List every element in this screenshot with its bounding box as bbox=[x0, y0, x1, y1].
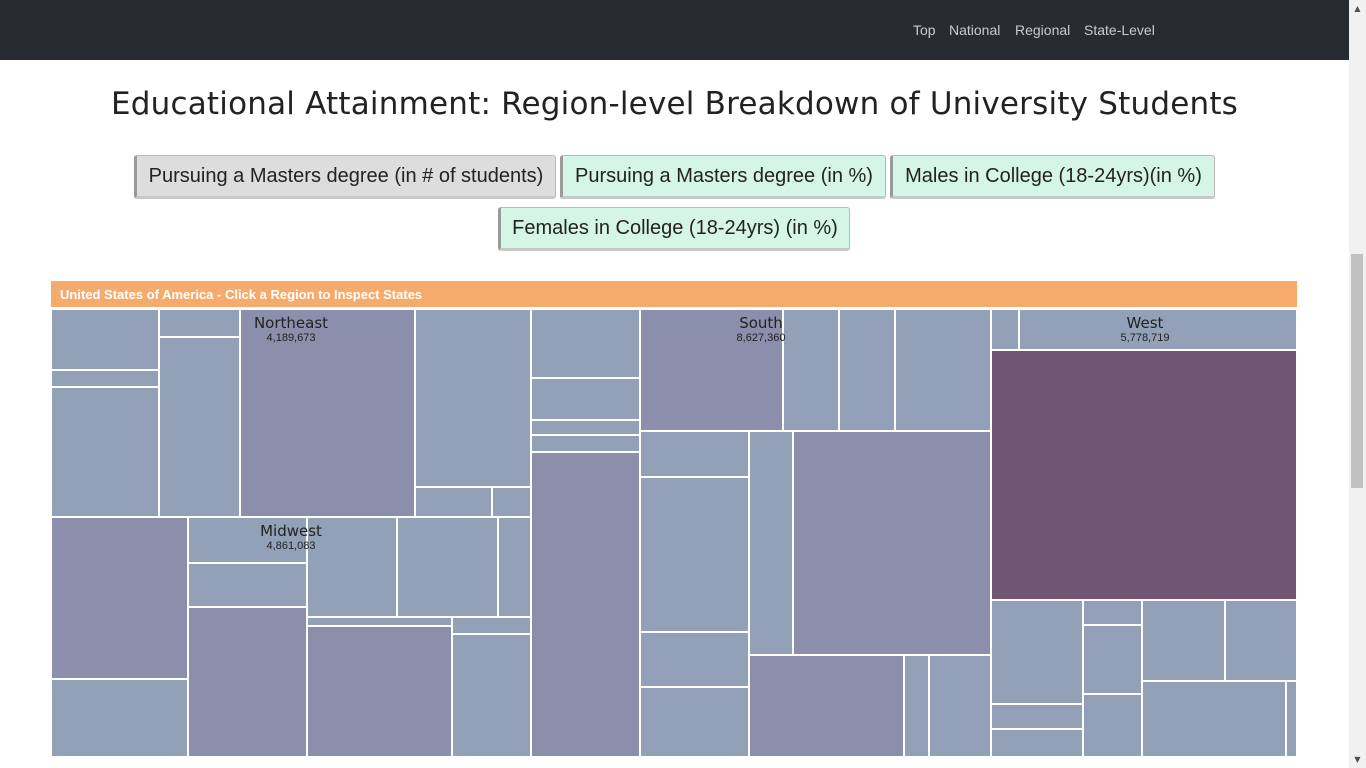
treemap-state-cell[interactable] bbox=[839, 309, 895, 431]
nav-link-regional[interactable]: Regional bbox=[1015, 22, 1071, 38]
treemap-state-cell[interactable] bbox=[51, 309, 159, 370]
treemap-state-cell[interactable] bbox=[240, 309, 415, 517]
nav-link-state-level[interactable]: State-Level bbox=[1084, 22, 1155, 38]
treemap-header[interactable]: United States of America - Click a Regio… bbox=[51, 281, 1297, 307]
treemap-state-cell[interactable] bbox=[640, 309, 783, 431]
treemap-state-cell[interactable] bbox=[793, 431, 991, 655]
nav-link-national[interactable]: National bbox=[949, 22, 1001, 38]
treemap-state-cell[interactable] bbox=[531, 435, 640, 452]
treemap-state-cell[interactable] bbox=[991, 704, 1083, 729]
treemap-state-cell[interactable] bbox=[159, 309, 240, 337]
region-south[interactable] bbox=[531, 309, 991, 757]
treemap-state-cell[interactable] bbox=[895, 309, 991, 431]
region-west[interactable] bbox=[991, 309, 1297, 757]
region-northeast[interactable] bbox=[51, 309, 531, 517]
treemap-state-cell[interactable] bbox=[307, 626, 452, 757]
treemap-state-cell[interactable] bbox=[991, 729, 1083, 757]
treemap-state-cell[interactable] bbox=[749, 655, 904, 757]
masters-count-button[interactable]: Pursuing a Masters degree (in # of stude… bbox=[134, 155, 556, 199]
treemap-state-cell[interactable] bbox=[1142, 600, 1225, 681]
treemap-state-cell[interactable] bbox=[1083, 625, 1142, 694]
treemap-state-cell[interactable] bbox=[640, 632, 749, 687]
masters-percent-button[interactable]: Pursuing a Masters degree (in %) bbox=[560, 155, 886, 199]
treemap-state-cell[interactable] bbox=[51, 679, 188, 757]
treemap-state-cell[interactable] bbox=[415, 487, 492, 517]
treemap-state-cell[interactable] bbox=[1019, 309, 1297, 350]
treemap-state-cell[interactable] bbox=[51, 517, 188, 679]
treemap-state-cell[interactable] bbox=[640, 431, 749, 477]
page-title: Educational Attainment: Region-level Bre… bbox=[110, 86, 1239, 122]
treemap-state-cell[interactable] bbox=[1286, 681, 1297, 757]
top-navbar: Top National Regional State-Level bbox=[0, 0, 1349, 60]
treemap-state-cell[interactable] bbox=[51, 387, 159, 517]
treemap-state-cell[interactable] bbox=[531, 378, 640, 420]
nav-link-top[interactable]: Top bbox=[913, 22, 936, 38]
treemap-state-cell[interactable] bbox=[531, 309, 640, 378]
treemap-state-cell[interactable] bbox=[991, 309, 1019, 350]
treemap-state-cell[interactable] bbox=[415, 309, 531, 487]
treemap-state-cell[interactable] bbox=[531, 420, 640, 435]
treemap-state-cell[interactable] bbox=[1142, 681, 1286, 757]
treemap-state-cell[interactable] bbox=[783, 309, 839, 431]
treemap-state-cell[interactable] bbox=[307, 517, 397, 617]
treemap-state-cell[interactable] bbox=[452, 634, 531, 757]
treemap-state-cell[interactable] bbox=[452, 617, 531, 634]
treemap-state-cell[interactable] bbox=[749, 431, 793, 655]
treemap-state-cell[interactable] bbox=[1225, 600, 1297, 681]
treemap-state-cell[interactable] bbox=[159, 337, 240, 517]
treemap-state-cell[interactable] bbox=[492, 487, 531, 517]
treemap-state-cell[interactable] bbox=[991, 600, 1083, 704]
treemap-state-cell[interactable] bbox=[51, 370, 159, 387]
treemap-state-cell[interactable] bbox=[498, 517, 531, 617]
treemap-state-cell[interactable] bbox=[531, 452, 640, 757]
males-college-button[interactable]: Males in College (18-24yrs)(in %) bbox=[890, 155, 1215, 199]
scroll-up-arrow-icon[interactable]: ▲ bbox=[1354, 4, 1361, 13]
page-scrollbar[interactable]: ▲ ▼ bbox=[1349, 0, 1366, 768]
treemap-state-cell[interactable] bbox=[188, 563, 307, 607]
treemap-state-cell[interactable] bbox=[188, 607, 307, 757]
treemap-state-cell[interactable] bbox=[397, 517, 498, 617]
treemap-state-cell[interactable] bbox=[1083, 694, 1142, 757]
treemap-state-cell[interactable] bbox=[991, 350, 1297, 600]
scroll-down-arrow-icon[interactable]: ▼ bbox=[1354, 755, 1361, 764]
females-college-button[interactable]: Females in College (18-24yrs) (in %) bbox=[498, 207, 850, 251]
treemap-state-cell[interactable] bbox=[1083, 600, 1142, 625]
region-midwest[interactable] bbox=[51, 517, 531, 757]
treemap-state-cell[interactable] bbox=[929, 655, 991, 757]
treemap-state-cell[interactable] bbox=[307, 617, 452, 626]
treemap-state-cell[interactable] bbox=[188, 517, 307, 563]
treemap-state-cell[interactable] bbox=[640, 687, 749, 757]
scroll-thumb[interactable] bbox=[1351, 254, 1363, 488]
nav-links: Top National Regional State-Level bbox=[0, 22, 1349, 40]
treemap-state-cell[interactable] bbox=[640, 477, 749, 632]
treemap-state-cell[interactable] bbox=[904, 655, 929, 757]
